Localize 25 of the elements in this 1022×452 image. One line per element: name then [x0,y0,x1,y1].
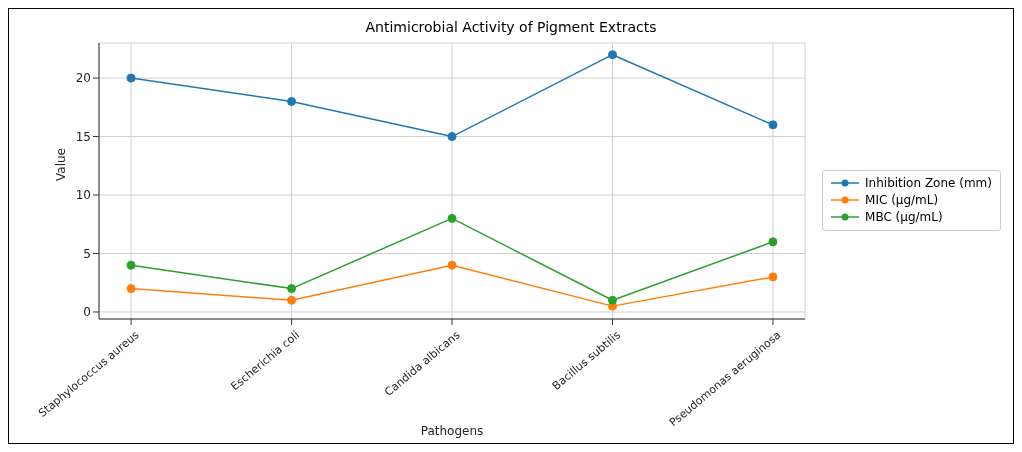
point [447,132,457,142]
y-tick-label: 5 [83,246,91,261]
point [287,284,297,294]
point [126,260,136,270]
legend-label: MBC (µg/mL) [865,210,943,224]
point [126,284,136,294]
y-tick-label: 15 [75,129,91,144]
legend-label: Inhibition Zone (mm) [865,176,992,190]
point [607,295,617,305]
point [768,120,778,130]
y-axis-title: Value [54,148,69,181]
y-tick-label: 10 [75,188,91,203]
y-tick-label: 20 [75,71,91,86]
y-tick-label: 0 [83,305,91,320]
point [126,73,136,83]
point [447,260,457,270]
point [447,213,457,223]
point [768,272,778,282]
point [768,237,778,247]
chart-title: Antimicrobial Activity of Pigment Extracts [364,19,658,37]
point [607,50,617,60]
x-axis-title: Pathogens [420,424,484,438]
point [287,295,297,305]
point [287,96,297,106]
legend-label: MIC (µg/mL) [865,193,939,207]
